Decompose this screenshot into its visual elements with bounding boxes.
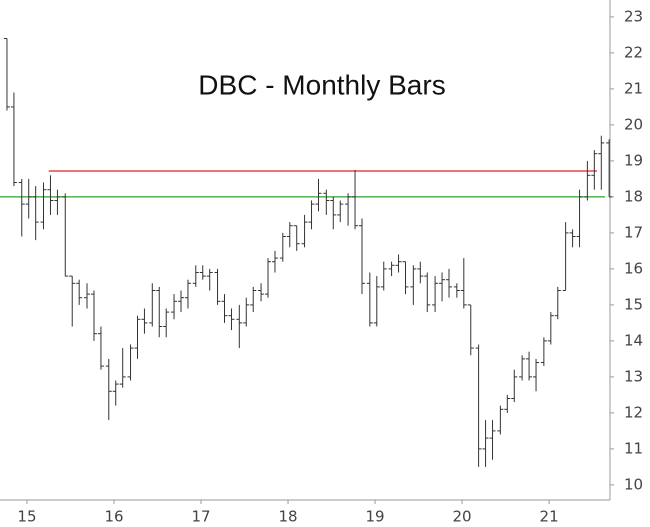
x-tick-label: 21 — [540, 508, 559, 526]
x-tick-label: 20 — [453, 508, 472, 526]
x-tick-label: 16 — [104, 508, 123, 526]
chart-title: DBC - Monthly Bars — [198, 69, 445, 100]
y-tick-label: 16 — [624, 259, 643, 277]
y-tick-label: 15 — [624, 295, 643, 313]
y-tick-label: 10 — [624, 475, 643, 493]
y-tick-label: 19 — [624, 151, 643, 169]
y-tick-label: 22 — [624, 43, 643, 61]
x-tick-label: 19 — [366, 508, 385, 526]
y-tick-label: 11 — [624, 439, 643, 457]
y-tick-label: 12 — [624, 403, 643, 421]
y-tick-label: 23 — [624, 7, 643, 25]
x-tick-label: 15 — [17, 508, 36, 526]
y-tick-label: 21 — [624, 79, 643, 97]
y-tick-label: 20 — [624, 115, 643, 133]
x-tick-label: 18 — [278, 508, 297, 526]
y-tick-label: 17 — [624, 223, 643, 241]
y-tick-label: 14 — [624, 331, 643, 349]
x-tick-label: 17 — [191, 508, 210, 526]
y-tick-label: 13 — [624, 367, 643, 385]
y-tick-label: 18 — [624, 187, 643, 205]
